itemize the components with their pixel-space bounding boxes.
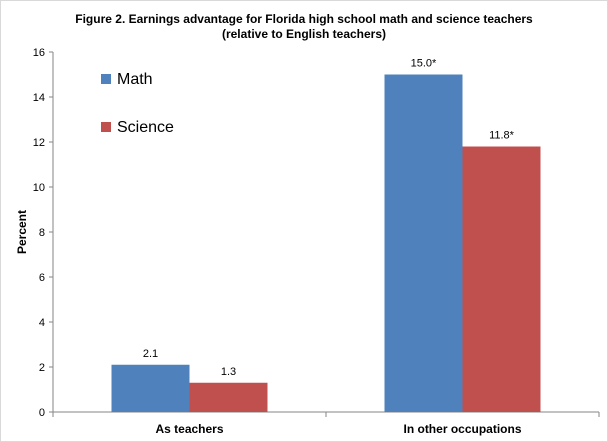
data-label: 2.1	[143, 348, 158, 360]
y-tick-label: 12	[33, 137, 45, 149]
y-tick-label: 0	[39, 407, 45, 419]
data-label: 1.3	[221, 366, 236, 378]
axes: 0 2 4 6 8 10 12 14 16 As teachers In other occupat…	[33, 47, 600, 436]
bars	[111, 74, 541, 412]
y-tick-label: 14	[33, 92, 45, 104]
bar-science-2	[462, 146, 541, 412]
legend-swatch-science	[101, 122, 111, 132]
data-label: 11.8*	[489, 130, 515, 142]
y-tick-label: 2	[39, 362, 45, 374]
legend-label-math: Math	[117, 71, 153, 88]
y-tick-label: 4	[39, 317, 45, 329]
y-axis-label: Percent	[15, 210, 29, 254]
data-label: 15.0*	[411, 58, 437, 70]
legend: Math Science	[101, 71, 174, 136]
x-category-label: In other occupations	[403, 422, 521, 436]
y-tick-label: 10	[33, 182, 45, 194]
y-tick-label: 6	[39, 272, 45, 284]
bar-science-1	[189, 382, 268, 412]
y-tick-label: 8	[39, 227, 45, 239]
bar-math-2	[384, 74, 463, 412]
legend-swatch-math	[101, 74, 111, 84]
y-tick-label: 16	[33, 47, 45, 59]
x-category-label: As teachers	[155, 422, 223, 436]
chart-title-line-2: (relative to English teachers)	[222, 27, 386, 41]
data-labels: 2.1 1.3 15.0* 11.8*	[143, 58, 515, 378]
chart-title-line-1: Figure 2. Earnings advantage for Florida…	[75, 12, 533, 26]
bar-math-1	[111, 364, 190, 412]
legend-label-science: Science	[117, 119, 174, 136]
